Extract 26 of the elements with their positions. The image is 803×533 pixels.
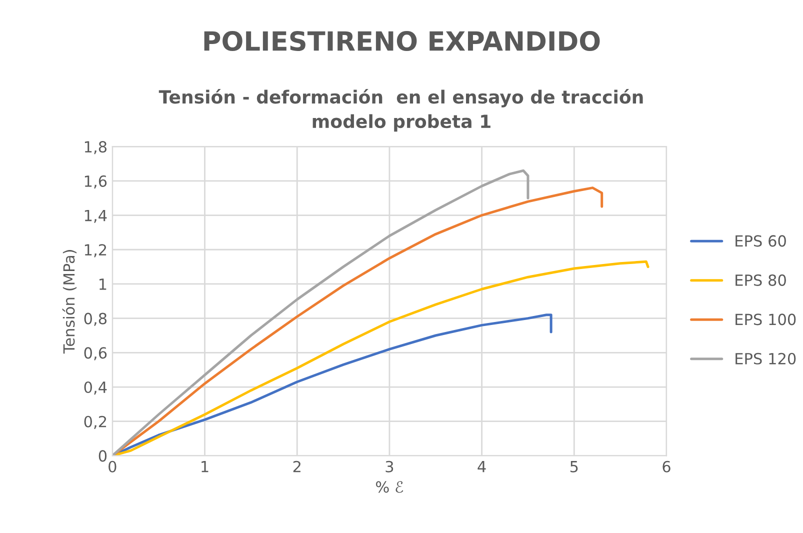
x-tick-label: 1 bbox=[202, 461, 208, 472]
y-tick-label: 0 bbox=[98, 450, 107, 462]
chart-title: POLIESTIRENO EXPANDIDO bbox=[204, 31, 600, 52]
y-tick-label: 1 bbox=[100, 278, 106, 290]
y-tick-label: 0,8 bbox=[84, 312, 107, 326]
y-tick-label: 1,2 bbox=[84, 244, 106, 258]
y-tick-label: 0,2 bbox=[84, 416, 106, 429]
x-tick-label: 3 bbox=[386, 460, 394, 472]
x-tick-label: 4 bbox=[478, 461, 486, 472]
legend-label: EPS 60 bbox=[736, 235, 786, 247]
x-tick-label: 0 bbox=[108, 460, 116, 472]
y-tick-label: 1,4 bbox=[84, 210, 107, 223]
y-tick-label: 0,4 bbox=[84, 381, 107, 395]
line-series bbox=[112, 169, 530, 456]
y-tick-label: 1,6 bbox=[84, 175, 107, 189]
y-axis-title: Tensión (MPa) bbox=[62, 250, 77, 354]
x-axis-title: % ℰ bbox=[376, 481, 404, 493]
chart-subtitle: Tensión - deformación en el ensayo de tracción modelo probeta 1 bbox=[158, 89, 643, 132]
y-tick-label: 0,6 bbox=[84, 347, 107, 360]
x-tick-label: 5 bbox=[570, 461, 578, 472]
legend-label: EPS 100 bbox=[736, 314, 796, 326]
legend-label: EPS 120 bbox=[736, 352, 796, 364]
x-tick-label: 2 bbox=[293, 460, 300, 472]
legend-label: EPS 80 bbox=[736, 274, 786, 286]
y-tick-label: 1,8 bbox=[84, 141, 107, 154]
x-tick-label: 6 bbox=[662, 460, 670, 472]
